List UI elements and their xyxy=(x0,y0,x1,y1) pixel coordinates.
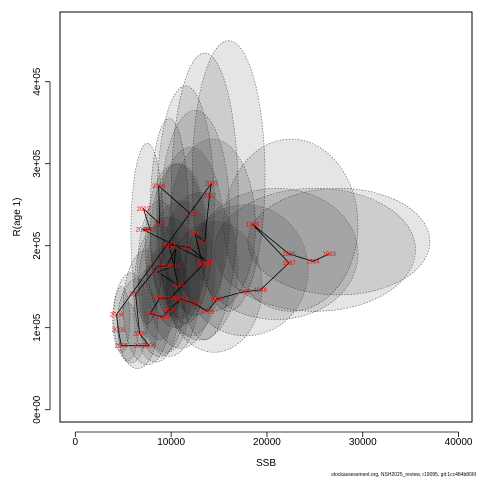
x-axis-title: SSB xyxy=(256,458,276,469)
confidence-ellipse-18 xyxy=(145,200,216,349)
confidence-ellipse-28 xyxy=(155,147,226,337)
year-label-2013: 2013 xyxy=(169,246,183,252)
year-label-2018: 2018 xyxy=(183,245,197,251)
confidence-ellipse-6 xyxy=(160,110,230,316)
year-label-1998: 1998 xyxy=(164,296,178,302)
confidence-ellipse-21 xyxy=(113,272,149,364)
year-label-1994: 1994 xyxy=(163,308,177,314)
confidence-ellipse-17 xyxy=(138,216,201,357)
year-label-1983: 1983 xyxy=(323,252,337,258)
year-label-1985: 1985 xyxy=(282,252,296,258)
year-label-1991: 1991 xyxy=(201,309,215,315)
confidence-ellipse-10 xyxy=(247,188,431,296)
y-tick-label-0: 0e+00 xyxy=(32,395,43,424)
year-label-2020: 2020 xyxy=(136,227,150,233)
x-tick-label-40000: 40000 xyxy=(445,437,473,448)
confidence-ellipse-27 xyxy=(149,163,208,320)
y-tick-label-2: 2e+05 xyxy=(32,231,43,260)
year-label-1995: 1995 xyxy=(156,315,170,321)
year-label-2012: 2012 xyxy=(160,264,174,270)
x-tick-label-30000: 30000 xyxy=(349,437,377,448)
year-label-2024: 2024 xyxy=(152,184,166,190)
year-label-2007: 2007 xyxy=(134,344,148,350)
year-label-1990: 1990 xyxy=(210,297,224,303)
year-label-2008: 2008 xyxy=(142,344,156,350)
confidence-ellipse-7 xyxy=(168,138,256,312)
year-label-2006: 2006 xyxy=(115,344,129,350)
trajectory-line xyxy=(116,183,330,347)
year-label-2005: 2005 xyxy=(112,328,126,334)
confidence-ellipse-14 xyxy=(166,220,263,353)
year-label-1996: 1996 xyxy=(143,312,157,318)
year-label-2019: 2019 xyxy=(200,259,214,265)
year-label-1992: 1992 xyxy=(188,302,202,308)
confidence-ellipse-11 xyxy=(213,188,416,312)
year-label-1986: 1986 xyxy=(246,222,260,228)
year-label-2025: 2025 xyxy=(184,212,198,218)
year-label-2011: 2011 xyxy=(151,264,165,270)
year-label-2021: 2021 xyxy=(143,227,157,233)
y-tick-label-4: 4e+05 xyxy=(32,67,43,96)
confidence-ellipse-12 xyxy=(194,187,359,320)
confidence-ellipse-13 xyxy=(183,204,309,337)
year-label-2015: 2015 xyxy=(151,270,165,276)
year-label-2022: 2022 xyxy=(137,207,151,213)
year-label-2017: 2017 xyxy=(163,243,177,249)
year-label-1984: 1984 xyxy=(306,259,320,265)
y-axis-title: R(age 1) xyxy=(12,198,23,237)
year-label-2001: 2001 xyxy=(198,240,212,246)
year-label-2004: 2004 xyxy=(110,313,124,319)
year-label-2010: 2010 xyxy=(129,292,143,298)
y-tick-label-1: 1e+05 xyxy=(32,313,43,342)
year-label-2003: 2003 xyxy=(205,181,219,187)
y-tick-label-3: 3e+05 xyxy=(32,149,43,178)
year-label-1993: 1993 xyxy=(174,297,188,303)
footer-source: stockassessment.org, NSH2025_review, r19… xyxy=(331,472,476,478)
year-label-2014: 2014 xyxy=(167,264,181,270)
year-label-1989: 1989 xyxy=(237,290,251,296)
x-tick-label-20000: 20000 xyxy=(253,437,281,448)
x-tick-label-10000: 10000 xyxy=(157,437,185,448)
confidence-ellipses xyxy=(112,40,431,369)
confidence-ellipse-24 xyxy=(133,263,179,363)
confidence-ellipse-19 xyxy=(122,249,172,365)
year-label-1997: 1997 xyxy=(153,296,167,302)
year-label-2016: 2016 xyxy=(171,283,185,289)
y-axis: 0e+00 1e+05 2e+05 3e+05 4e+05 xyxy=(32,67,51,424)
year-label-1988: 1988 xyxy=(254,288,268,294)
year-label-2009: 2009 xyxy=(133,331,147,337)
year-label-1999: 1999 xyxy=(196,263,210,269)
plot-frame xyxy=(59,11,473,423)
confidence-ellipse-22 xyxy=(112,286,131,353)
x-axis: 0 10000 20000 30000 40000 xyxy=(73,431,473,448)
year-label-2023: 2023 xyxy=(153,222,167,228)
x-tick-label-0: 0 xyxy=(73,437,79,448)
year-label-2000: 2000 xyxy=(188,232,202,238)
ssb-recruitment-trajectory xyxy=(116,183,330,347)
confidence-ellipse-3 xyxy=(170,52,239,341)
confidence-ellipse-25 xyxy=(142,245,191,353)
year-label-2002: 2002 xyxy=(203,194,217,200)
year-label-1987: 1987 xyxy=(282,261,296,267)
confidence-ellipse-26 xyxy=(137,200,182,341)
